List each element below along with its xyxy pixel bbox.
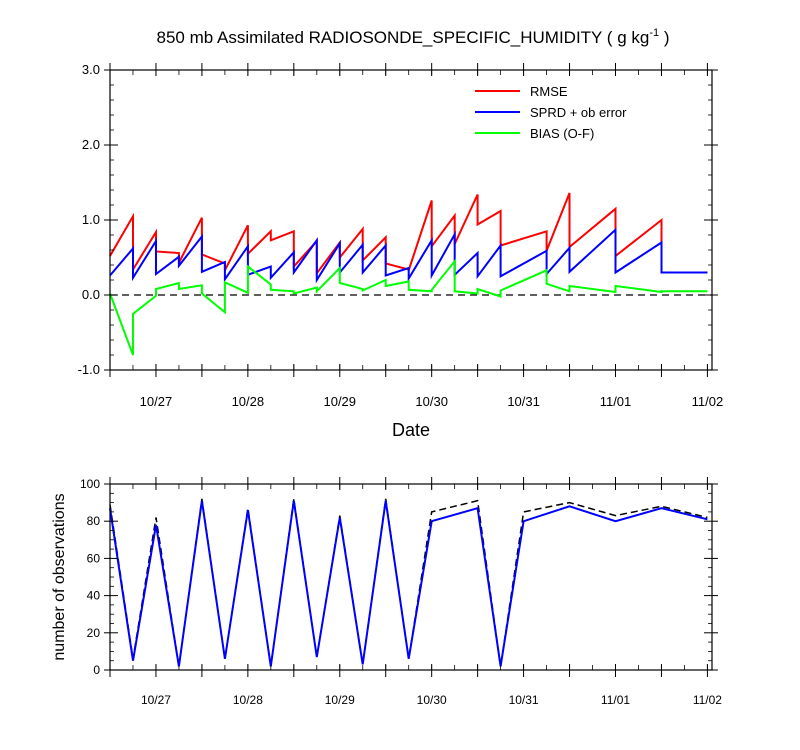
x-tick-label: 10/27 xyxy=(141,693,171,707)
x-tick-label: 10/30 xyxy=(417,693,447,707)
chart-title-suffix: ) xyxy=(659,28,669,47)
top-y-tick-labels: -1.0 0.0 1.0 2.0 3.0 xyxy=(78,62,100,377)
y-tick-label: 2.0 xyxy=(82,137,100,152)
y-tick-label: 20 xyxy=(87,626,101,640)
y-axis-title-observations: number of observations xyxy=(51,493,68,660)
x-tick-label: 10/31 xyxy=(507,394,540,409)
legend-item-sprd: SPRD + ob error xyxy=(475,105,627,120)
y-tick-label: 80 xyxy=(87,514,101,528)
x-tick-label: 10/30 xyxy=(415,394,448,409)
y-tick-label: 60 xyxy=(87,551,101,565)
legend-label-sprd: SPRD + ob error xyxy=(530,105,627,120)
x-tick-label: 10/28 xyxy=(232,394,265,409)
x-tick-label: 10/29 xyxy=(323,394,356,409)
x-tick-label: 10/27 xyxy=(140,394,173,409)
legend: RMSE SPRD + ob error BIAS (O-F) xyxy=(475,84,627,141)
series-line-bias-o-f xyxy=(109,258,708,356)
bottom-panel: 0 20 40 60 80 100 10/27 10/28 10/29 10/30 10/31 11… xyxy=(51,477,722,707)
bottom-x-tick-labels: 10/27 10/28 10/29 10/30 10/31 11/01 11/02 xyxy=(141,693,722,707)
chart-title-main: 850 mb Assimilated RADIOSONDE_SPECIFIC_H… xyxy=(157,28,650,47)
legend-label-rmse: RMSE xyxy=(530,84,568,99)
legend-item-bias: BIAS (O-F) xyxy=(475,126,594,141)
chart-title: 850 mb Assimilated RADIOSONDE_SPECIFIC_H… xyxy=(157,27,670,47)
top-panel: -1.00.01.02.03.0 10/27 10/28 10/29 10/30 10/… xyxy=(78,62,724,440)
y-tick-label: 1.0 xyxy=(82,212,100,227)
y-tick-label: 100 xyxy=(80,477,100,491)
series-line-rmse xyxy=(109,192,708,277)
x-tick-label: 10/28 xyxy=(233,693,263,707)
y-tick-label: -1.0 xyxy=(78,362,100,377)
x-tick-label: 11/02 xyxy=(692,394,724,409)
x-tick-label: 11/01 xyxy=(600,394,632,409)
x-tick-label: 11/02 xyxy=(693,693,722,707)
top-ticks xyxy=(104,63,718,377)
bottom-y-tick-labels: 0 20 40 60 80 100 xyxy=(80,477,100,677)
y-tick-label: 40 xyxy=(87,589,101,603)
legend-item-rmse: RMSE xyxy=(475,84,568,99)
bottom-ticks xyxy=(104,477,718,677)
x-axis-title: Date xyxy=(392,420,430,440)
top-series-group xyxy=(109,192,708,356)
x-tick-label: 10/31 xyxy=(509,693,539,707)
x-tick-label: 10/29 xyxy=(325,693,355,707)
legend-label-bias: BIAS (O-F) xyxy=(530,126,594,141)
bottom-series-group xyxy=(109,498,708,667)
y-tick-label: 3.0 xyxy=(82,62,100,77)
chart-title-superscript: -1 xyxy=(649,27,659,39)
y-tick-label: 0 xyxy=(93,663,100,677)
top-x-tick-labels: 10/27 10/28 10/29 10/30 10/31 11/01 11/02 xyxy=(140,394,724,409)
x-tick-label: 11/01 xyxy=(601,693,630,707)
series-line-observations-assimilated xyxy=(109,500,708,667)
y-tick-label: 0.0 xyxy=(82,287,100,302)
